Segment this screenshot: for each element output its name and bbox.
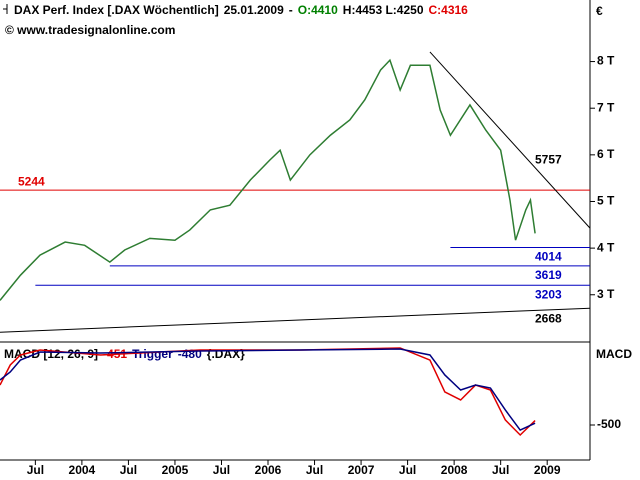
x-tick-label: Jul <box>492 463 509 477</box>
chart-title: DAX Perf. Index [.DAX Wöchentlich] 25.01.… <box>14 3 468 17</box>
x-tick-label: 2004 <box>69 463 96 477</box>
x-tick-label: Jul <box>120 463 137 477</box>
title-part: 25.01.2009 <box>224 3 284 17</box>
line-label: 3619 <box>535 268 562 282</box>
y-tick-label: 5 T <box>597 194 615 208</box>
line-label: 2668 <box>535 311 562 325</box>
trend-line <box>0 307 591 333</box>
axis-title: MACD <box>596 347 632 361</box>
y-tick-label: 4 T <box>597 240 615 254</box>
title-part: Trigger <box>132 347 173 361</box>
line-label: 3203 <box>535 287 562 301</box>
series-line <box>0 347 536 437</box>
title-part: C:4316 <box>429 3 469 17</box>
title-part: -480 <box>178 347 202 361</box>
x-tick-label: Jul <box>213 463 230 477</box>
line-label: 5244 <box>18 174 45 188</box>
series-line <box>0 58 536 301</box>
title-part: O:4410 <box>298 3 338 17</box>
x-tick-label: 2009 <box>534 463 561 477</box>
title-part: {.DAX} <box>207 347 245 361</box>
x-tick-label: Jul <box>399 463 416 477</box>
x-tick-label: Jul <box>306 463 323 477</box>
y-tick-label: 7 T <box>597 100 615 114</box>
x-tick-label: 2006 <box>255 463 282 477</box>
series-line <box>0 348 536 431</box>
y-tick-label: 6 T <box>597 147 615 161</box>
line-label: 5757 <box>535 152 562 166</box>
title-part: H:4453 L:4250 <box>343 3 424 17</box>
currency: € <box>596 4 603 18</box>
x-tick-label: Jul <box>27 463 44 477</box>
y-tick-label: -500 <box>597 417 621 431</box>
x-tick-label: 2005 <box>162 463 189 477</box>
line-label: 4014 <box>535 250 562 264</box>
trend-line <box>429 51 591 229</box>
x-tick-label: 2007 <box>348 463 375 477</box>
chart-icon <box>3 4 8 14</box>
title-part: - <box>289 3 293 17</box>
title-part: DAX Perf. Index [.DAX Wöchentlich] <box>14 3 219 17</box>
x-tick-label: 2008 <box>441 463 468 477</box>
watermark: © www.tradesignalonline.com <box>5 23 175 37</box>
y-tick-label: 3 T <box>597 287 615 301</box>
y-tick-label: 8 T <box>597 54 615 68</box>
